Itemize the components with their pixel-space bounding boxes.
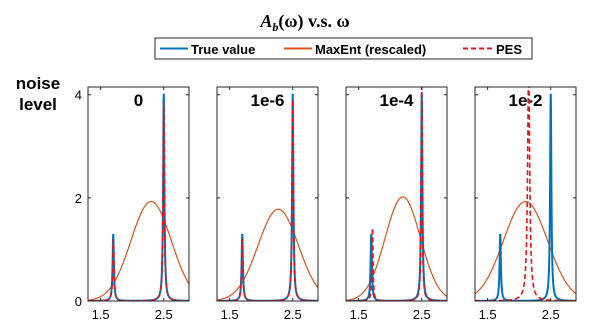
- legend-label-true-value: True value: [191, 42, 255, 57]
- true-value-curve-1: [217, 93, 318, 301]
- true-value-curve-2: [346, 93, 447, 301]
- plot-area-0: [88, 93, 189, 301]
- pes-curve-2: [346, 87, 447, 301]
- y-tick-label-0: 0: [75, 294, 82, 309]
- x-tick-label-0-0: 1.5: [92, 307, 110, 322]
- panels: 0 1.5 2.5 0 2 4 1e-6 1.5 2.5 1e-4 1.5 2.5 1e-2 1.5 2.5: [75, 86, 577, 322]
- legend: True value MaxEnt (rescaled) PES: [154, 37, 533, 60]
- panel-1: 1e-6 1.5 2.5: [216, 86, 319, 322]
- plot-area-1: [217, 93, 318, 301]
- axes-box-0: [87, 86, 190, 302]
- maxent-curve-3: [475, 200, 576, 295]
- panel-0: 0 1.5 2.5 0 2 4: [75, 86, 190, 322]
- true-value-curve-0: [88, 93, 189, 301]
- legend-box: [154, 37, 533, 60]
- panel-title-2: 1e-4: [379, 91, 414, 110]
- figure-title: Ab(ω) v.s. ω: [259, 11, 349, 34]
- title-subscript: b: [272, 20, 278, 34]
- row-label-line2: level: [19, 95, 57, 114]
- panel-title-3: 1e-2: [508, 91, 542, 110]
- maxent-curve-2: [346, 196, 447, 301]
- title-rest: (ω) v.s. ω: [278, 11, 349, 32]
- maxent-curve-0: [88, 200, 189, 301]
- x-tick-label-2-1: 2.5: [413, 307, 431, 322]
- x-tick-label-3-1: 2.5: [542, 307, 560, 322]
- y-tick-label-1: 2: [75, 191, 82, 206]
- panel-2: 1e-4 1.5 2.5: [345, 86, 448, 322]
- maxent-curve-1: [217, 208, 318, 301]
- axes-box-1: [216, 86, 319, 302]
- legend-label-pes: PES: [496, 42, 522, 57]
- panel-title-1: 1e-6: [250, 91, 284, 110]
- pes-curve-0: [88, 102, 189, 301]
- axes-box-2: [345, 86, 448, 302]
- panel-3: 1e-2 1.5 2.5: [474, 86, 577, 322]
- x-tick-label-3-0: 1.5: [479, 307, 497, 322]
- plot-area-2: [346, 87, 447, 301]
- row-label-line1: noise: [16, 74, 60, 93]
- y-tick-label-2: 4: [75, 88, 82, 103]
- x-tick-label-1-0: 1.5: [221, 307, 239, 322]
- x-tick-label-2-0: 1.5: [350, 307, 368, 322]
- x-tick-label-0-1: 2.5: [155, 307, 173, 322]
- panel-title-0: 0: [134, 91, 143, 110]
- x-tick-label-1-1: 2.5: [284, 307, 302, 322]
- axes-box-3: [474, 86, 577, 302]
- title-main: A: [259, 11, 272, 31]
- pes-curve-1: [217, 99, 318, 301]
- legend-label-maxent: MaxEnt (rescaled): [315, 42, 426, 57]
